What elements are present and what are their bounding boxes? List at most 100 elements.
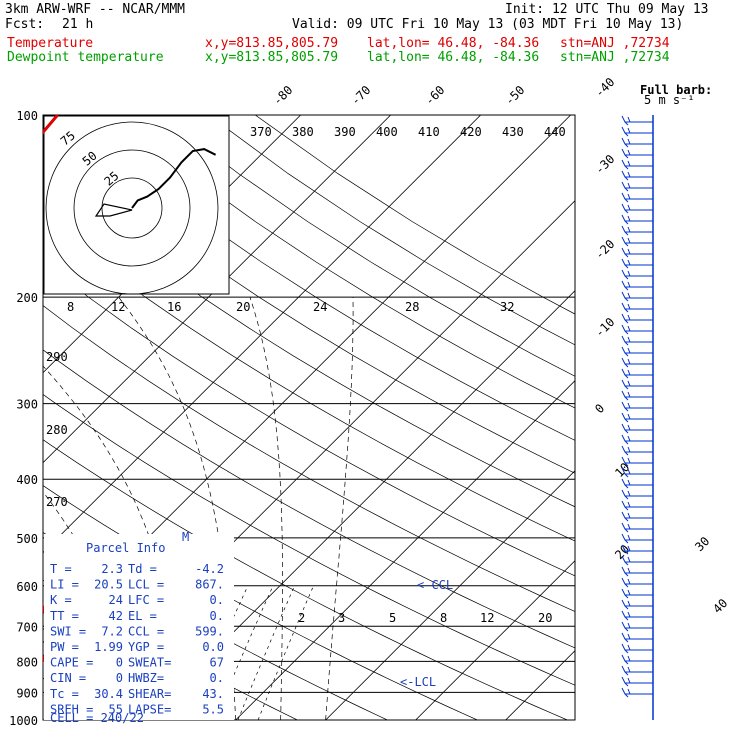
wind-barb [621, 621, 653, 632]
wind-barb [621, 643, 653, 654]
wind-barb [621, 676, 653, 687]
mixing-ratio-label: 3 [338, 611, 345, 625]
barb-legend-line1: Full barb: [640, 83, 712, 97]
mixing-ratio-line [257, 585, 314, 720]
parcel-field: CIN = [50, 671, 86, 685]
wind-barb [621, 511, 653, 522]
dry-adiabat [68, 115, 575, 441]
parcel-field: SWI = [50, 624, 86, 638]
parcel-field: 20.5 [94, 578, 123, 592]
wind-barb [621, 324, 653, 335]
temperature-tick-label: -50 [502, 83, 527, 108]
pressure-label: 1000 [9, 714, 38, 728]
wind-barb [621, 445, 653, 456]
hodograph-storm-motion [94, 203, 133, 217]
theta-label: 290 [46, 350, 68, 364]
parcel-field: 24 [109, 593, 123, 607]
isotherm-line [43, 115, 391, 464]
mixing-ratio-label: 5 [389, 611, 396, 625]
wind-barb [621, 599, 653, 610]
m-marker: M [182, 530, 189, 544]
dry-adiabat [43, 305, 575, 612]
parcel-field: 42 [109, 609, 123, 623]
parcel-field: 2.3 [101, 562, 123, 576]
wind-barb [621, 236, 653, 247]
pressure-label: 900 [16, 686, 38, 700]
init-time: Init: 12 UTC Thu 09 May 13 [505, 2, 709, 17]
wind-barb [621, 181, 653, 192]
parcel-field: 30.4 [94, 687, 123, 701]
mixing-ratio-label: 2 [298, 611, 305, 625]
temperature-tick-label: -80 [270, 83, 295, 108]
mixing-ratio-label: 8 [67, 300, 74, 314]
temperature-xy: x,y=813.85,805.79 [205, 36, 339, 51]
wind-barb [621, 489, 653, 500]
theta-label: 270 [46, 495, 68, 509]
wind-barb [621, 533, 653, 544]
isotherm-line [145, 290, 575, 720]
theta-label: 390 [334, 125, 356, 139]
pressure-label: 200 [16, 291, 38, 305]
mixing-ratio-label: 20 [538, 611, 552, 625]
parcel-field: PW = [50, 640, 79, 654]
dewpoint-latlon: lat,lon= 46.48, -84.36 [367, 50, 540, 65]
wind-barb [621, 313, 653, 324]
wind-barb [621, 456, 653, 467]
hodograph-ring [73, 149, 191, 267]
parcel-field: 0. [210, 593, 224, 607]
dewpoint-xy: x,y=813.85,805.79 [205, 50, 339, 65]
parcel-info-table: T = 2.3 Td = -4.2 LI = 20.5 LCL = 867. K = 24 LFC … [50, 562, 224, 716]
mixing-ratio-label: 12 [480, 611, 494, 625]
temperature-tick-label: -70 [348, 83, 373, 108]
wind-barb [621, 148, 653, 159]
temperature-tick-label: -60 [422, 83, 447, 108]
wind-barb [621, 588, 653, 599]
wind-barb [621, 522, 653, 533]
mixing-ratio-label: 16 [167, 300, 181, 314]
wind-barb [621, 654, 653, 665]
model-title: 3km ARW-WRF -- NCAR/MMM [5, 2, 186, 17]
parcel-field: YGP = [128, 640, 164, 654]
wind-barb [621, 203, 653, 214]
wind-barb [621, 577, 653, 588]
dry-adiabat [43, 175, 575, 508]
forecast-label: Fcst: [5, 17, 45, 32]
hodograph-trace [131, 148, 217, 209]
parcel-field: 867. [195, 578, 224, 592]
pressure-label: 800 [16, 655, 38, 669]
theta-label: 380 [292, 125, 314, 139]
parcel-field: 1.99 [94, 640, 123, 654]
mixing-ratio-label: 8 [440, 611, 447, 625]
wind-barb [621, 610, 653, 621]
parcel-field: 67 [210, 656, 224, 670]
pressure-label: 400 [16, 473, 38, 487]
mixing-ratio-label: 28 [405, 300, 419, 314]
dry-adiabat [43, 349, 575, 649]
wind-barb [621, 555, 653, 566]
hodograph-frame [43, 115, 230, 295]
wind-barb [621, 126, 653, 137]
pressure-label: 100 [16, 109, 38, 123]
dry-adiabat [43, 393, 575, 686]
wind-barb [621, 137, 653, 148]
wind-barbs [621, 115, 654, 720]
wind-barb [621, 357, 653, 368]
parcel-field: 5.5 [202, 702, 224, 716]
theta-label: 430 [502, 125, 524, 139]
wind-barb [621, 192, 653, 203]
wind-barb [621, 379, 653, 390]
isotherm-line [325, 470, 575, 720]
pressure-label: 300 [16, 398, 38, 412]
parcel-field: 0. [210, 671, 224, 685]
theta-label: 280 [46, 423, 68, 437]
parcel-field: LI = [50, 578, 79, 592]
dry-adiabat [254, 115, 575, 315]
wind-barb [621, 544, 653, 555]
parcel-info-title: Parcel Info [86, 541, 165, 555]
ccl-marker: <-CCL [417, 578, 453, 592]
wind-barb [621, 346, 653, 357]
parcel-field: Tc = [50, 687, 79, 701]
dry-adiabat [43, 261, 575, 577]
parcel-field: 55 [109, 702, 123, 716]
lcl-marker: <-LCL [400, 675, 436, 689]
